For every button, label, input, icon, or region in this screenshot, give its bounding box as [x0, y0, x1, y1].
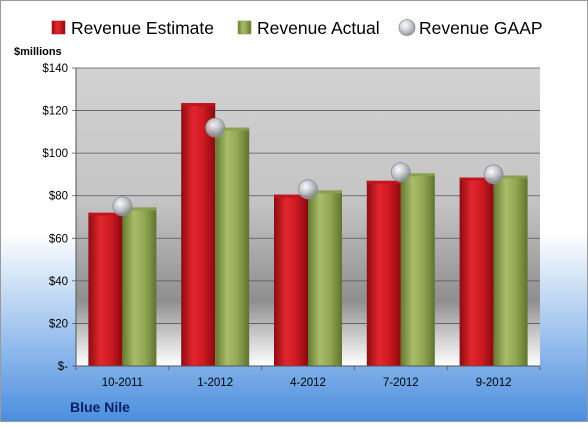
- x-tick-label: 1-2012: [197, 377, 233, 389]
- x-tick-label: 10-2011: [102, 377, 143, 389]
- y-tick-label: $140: [42, 63, 68, 75]
- x-axis-ticks: 10-2011 1-2012 4-2012 7-2012 9-2012: [75, 68, 541, 389]
- y-tick-label: $20: [49, 318, 68, 330]
- actual-bar-top: [493, 175, 528, 179]
- y-tick-label: $40: [49, 276, 68, 288]
- actual-bar: [308, 190, 342, 366]
- gaap-marker: [205, 117, 226, 138]
- y-tick-label: $80: [49, 191, 68, 203]
- estimate-bar: [459, 177, 494, 366]
- y-tick-label: $60: [49, 233, 68, 245]
- legend-label: Revenue Actual: [257, 18, 380, 38]
- y-tick-label: $-: [58, 361, 68, 373]
- estimate-bar: [88, 212, 123, 366]
- company-name: Blue Nile: [70, 399, 130, 415]
- estimate-bar-top: [181, 103, 216, 107]
- legend-label: Revenue GAAP: [419, 18, 543, 38]
- y-tick-label: $120: [42, 106, 68, 118]
- actual-bar-top: [400, 173, 435, 177]
- gaap-marker: [298, 179, 318, 200]
- bars: [88, 103, 528, 366]
- actual-bar-top: [122, 207, 157, 211]
- legend-label: Revenue Estimate: [71, 18, 214, 38]
- estimate-bar: [274, 194, 308, 366]
- estimate-bar-top: [88, 212, 123, 216]
- estimate-bar: [366, 180, 401, 366]
- gaap-legend-swatch: [398, 19, 416, 36]
- y-axis-title: $millions: [14, 46, 62, 58]
- actual-bar: [122, 207, 157, 366]
- estimate-bar-top: [366, 180, 401, 184]
- actual-bar-top: [308, 190, 342, 194]
- y-axis-ticks: $- $20 $40 $60 $80 $100 $120 $140: [42, 63, 76, 373]
- estimate-legend-swatch: [51, 20, 66, 35]
- x-tick-label: 4-2012: [290, 377, 326, 389]
- x-tick-label: 7-2012: [383, 377, 419, 389]
- estimate-bar: [181, 103, 216, 366]
- gaap-markers: [112, 117, 504, 217]
- actual-bar: [493, 175, 528, 366]
- estimate-bar-top: [274, 194, 308, 198]
- actual-legend-swatch: [237, 20, 252, 35]
- actual-bar: [400, 173, 435, 366]
- legend: Revenue Estimate Revenue Actual Revenue GA…: [51, 18, 543, 38]
- gaap-marker: [390, 162, 411, 183]
- actual-bar-top: [215, 127, 250, 131]
- gaap-marker: [483, 164, 504, 185]
- y-tick-label: $100: [42, 148, 68, 160]
- actual-bar: [215, 127, 250, 366]
- gaap-marker: [112, 196, 133, 217]
- x-tick-label: 9-2012: [476, 377, 512, 389]
- estimate-bar-top: [459, 177, 494, 181]
